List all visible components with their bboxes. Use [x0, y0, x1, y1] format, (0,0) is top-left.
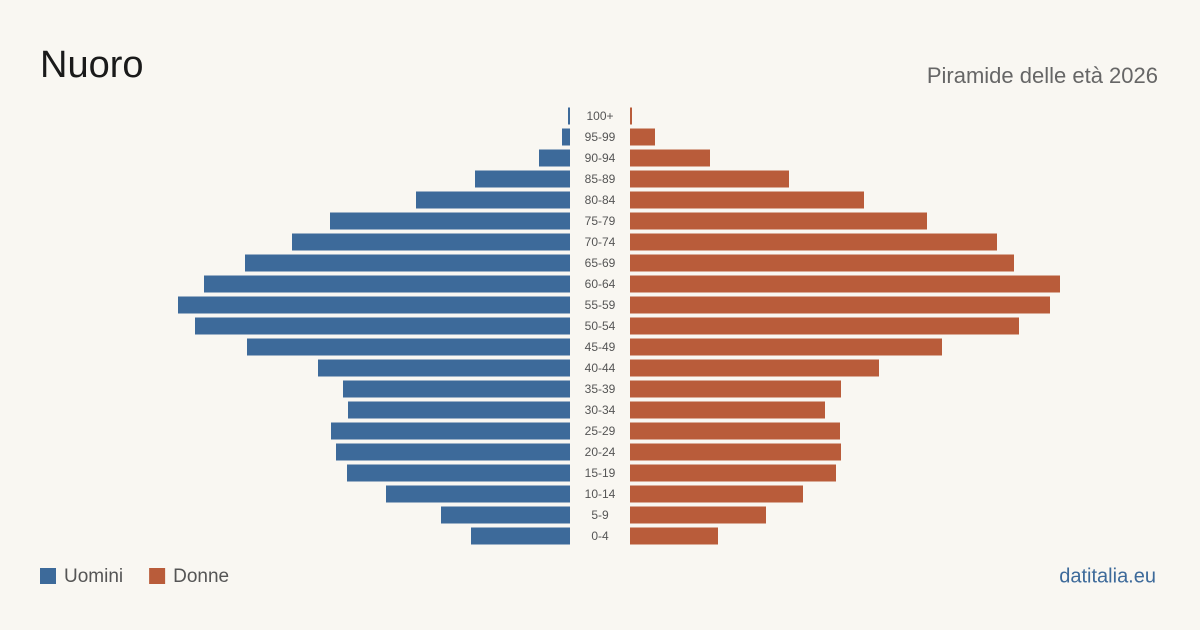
- age-label: 55-59: [585, 298, 616, 312]
- bar: [630, 359, 879, 377]
- bar: [630, 527, 718, 545]
- bar: [331, 422, 570, 440]
- bar: [630, 338, 942, 356]
- bar: [630, 233, 997, 251]
- bar: [292, 233, 570, 251]
- bar: [630, 212, 927, 230]
- bar: [330, 212, 570, 230]
- bar: [441, 506, 570, 524]
- bar: [416, 191, 570, 209]
- bar: [630, 191, 864, 209]
- age-label: 75-79: [585, 214, 616, 228]
- legend-label: Uomini: [64, 566, 123, 587]
- age-label: 15-19: [585, 466, 616, 480]
- bar: [630, 464, 836, 482]
- age-label: 70-74: [585, 235, 616, 249]
- bar: [630, 317, 1019, 335]
- chart-title: Nuoro: [40, 44, 144, 86]
- bar: [347, 464, 570, 482]
- bar: [245, 254, 570, 272]
- age-label: 60-64: [585, 277, 616, 291]
- bar: [178, 296, 570, 314]
- bar: [318, 359, 570, 377]
- bar: [630, 401, 825, 419]
- bar: [195, 317, 570, 335]
- bar: [630, 422, 840, 440]
- age-label: 65-69: [585, 256, 616, 270]
- bar: [568, 107, 570, 125]
- age-label: 80-84: [585, 193, 616, 207]
- age-label: 20-24: [585, 445, 616, 459]
- bar: [471, 527, 570, 545]
- legend-swatch: [149, 568, 166, 584]
- bar: [630, 380, 841, 398]
- legend-swatch: [40, 568, 56, 584]
- bar: [630, 170, 789, 188]
- bar: [343, 380, 570, 398]
- bar: [630, 506, 766, 524]
- bar: [348, 401, 570, 419]
- bar: [386, 485, 570, 503]
- bar: [630, 485, 803, 503]
- bar: [204, 275, 570, 293]
- age-label: 40-44: [585, 361, 616, 375]
- age-label: 30-34: [585, 403, 616, 417]
- age-label: 85-89: [585, 172, 616, 186]
- age-label: 100+: [586, 109, 613, 123]
- bar: [630, 128, 655, 146]
- age-label: 10-14: [585, 487, 616, 501]
- bar: [630, 149, 710, 167]
- age-label: 25-29: [585, 424, 616, 438]
- bar: [630, 107, 632, 125]
- legend-label: Donne: [173, 566, 229, 587]
- bar: [630, 275, 1060, 293]
- age-label: 35-39: [585, 382, 616, 396]
- bar: [336, 443, 570, 461]
- bar: [247, 338, 570, 356]
- age-label: 5-9: [591, 508, 609, 522]
- bar: [630, 443, 841, 461]
- bar: [630, 254, 1014, 272]
- chart-subtitle: Piramide delle età 2026: [927, 63, 1158, 88]
- age-label: 50-54: [585, 319, 616, 333]
- bar: [630, 296, 1050, 314]
- bar: [562, 128, 570, 146]
- age-label: 0-4: [591, 529, 609, 543]
- age-label: 45-49: [585, 340, 616, 354]
- bar: [539, 149, 570, 167]
- bar: [475, 170, 570, 188]
- age-label: 95-99: [585, 130, 616, 144]
- source: datitalia.eu: [1059, 565, 1156, 587]
- age-label: 90-94: [585, 151, 616, 165]
